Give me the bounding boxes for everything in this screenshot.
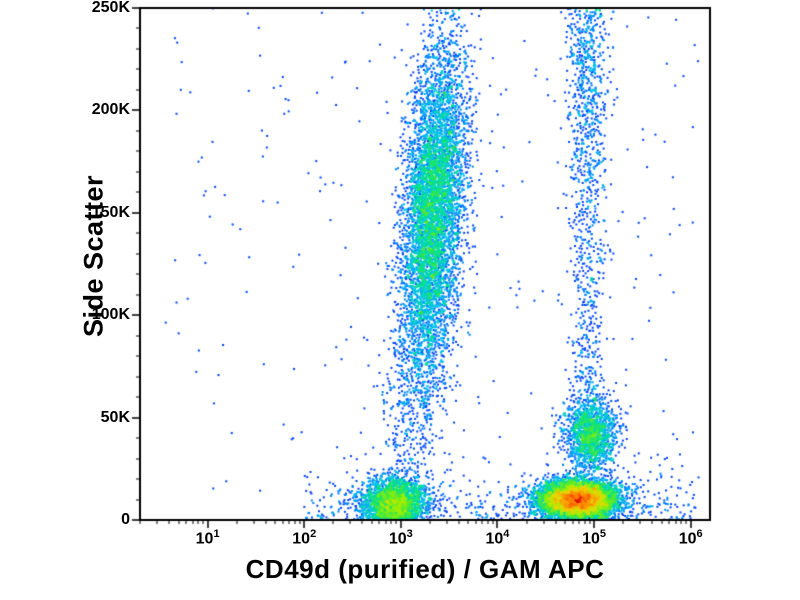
x-tick-label: 104 bbox=[485, 528, 510, 548]
x-tick-label: 105 bbox=[582, 528, 607, 548]
y-tick-label: 250K bbox=[91, 0, 130, 16]
x-tick-label: 102 bbox=[292, 528, 317, 548]
y-axis-title: Side Scatter bbox=[78, 174, 109, 338]
y-tick-label: 50K bbox=[100, 408, 130, 426]
y-tick-label: 100K bbox=[91, 306, 130, 324]
x-axis-title: CD49d (purified) / GAM APC bbox=[245, 554, 605, 584]
y-tick-label: 0 bbox=[121, 511, 130, 528]
y-tick-label: 150K bbox=[91, 203, 130, 221]
y-tick-label: 200K bbox=[91, 101, 130, 119]
x-tick-label: 106 bbox=[678, 528, 703, 548]
x-tick-label: 103 bbox=[388, 528, 413, 548]
x-tick-label: 101 bbox=[195, 528, 220, 548]
